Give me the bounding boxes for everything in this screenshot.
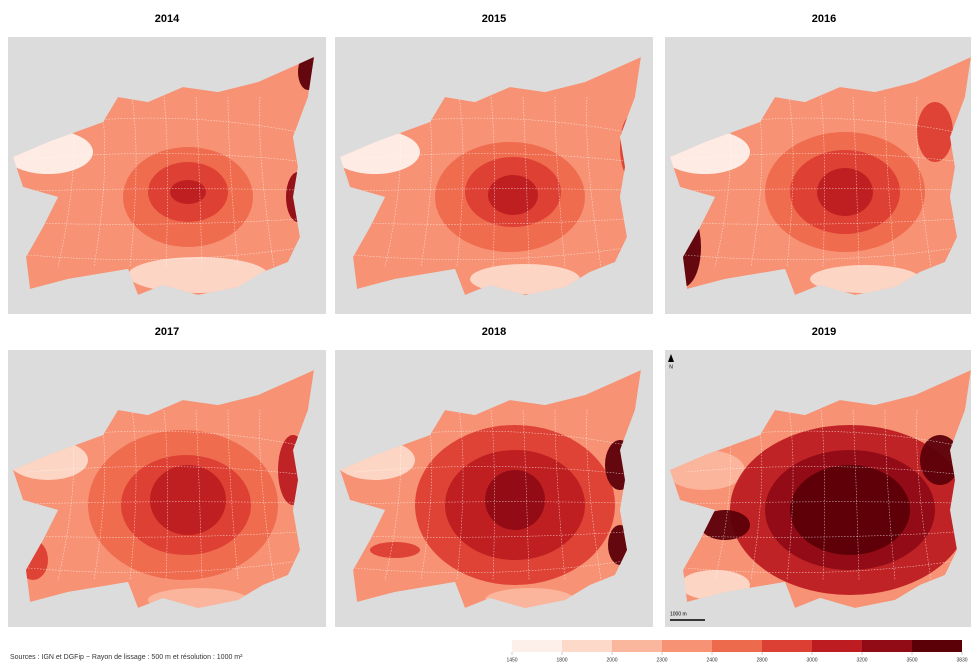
scale-label: 1000 m	[670, 611, 687, 617]
district-border	[227, 409, 239, 581]
district-border	[490, 96, 495, 268]
legend-label: 3830	[956, 657, 967, 663]
legend-label: 2400	[706, 657, 717, 663]
density-zone	[810, 265, 920, 293]
legend-label: 2800	[756, 657, 767, 663]
panel-title: 2016	[812, 13, 836, 25]
district-border	[259, 409, 275, 581]
district-border	[259, 96, 275, 268]
map	[340, 370, 641, 608]
district-border	[129, 96, 137, 268]
district-border	[354, 117, 626, 133]
district-border	[490, 409, 495, 581]
north-label: N	[669, 364, 673, 370]
panel-title: 2015	[482, 13, 506, 25]
legend-swatch	[712, 640, 762, 652]
map	[670, 370, 971, 608]
district-border	[456, 409, 464, 581]
density-zone	[128, 257, 268, 293]
density-zone	[790, 465, 910, 555]
legend-swatch	[912, 640, 962, 652]
density-zone	[150, 465, 226, 535]
district-border	[586, 409, 602, 581]
density-zone	[485, 470, 545, 530]
panel-title: 2014	[155, 13, 180, 25]
district-border	[786, 409, 794, 581]
district-border	[916, 409, 932, 581]
district-border	[820, 96, 825, 268]
legend-swatch	[512, 640, 562, 652]
district-border	[820, 409, 825, 581]
district-border	[27, 430, 299, 446]
density-zone	[488, 175, 538, 215]
density-zone	[470, 264, 580, 294]
district-border	[227, 96, 239, 268]
legend-swatch	[612, 640, 662, 652]
district-border	[522, 96, 530, 268]
map	[670, 57, 971, 295]
district-border	[884, 96, 896, 268]
district-border	[129, 409, 137, 581]
legend-swatch	[662, 640, 712, 652]
legend-label: 3200	[856, 657, 867, 663]
density-zone	[920, 435, 960, 485]
density-zone	[170, 180, 206, 204]
panel-title: 2017	[155, 326, 179, 338]
district-border	[684, 430, 956, 446]
district-border	[27, 117, 299, 133]
panel-title: 2018	[482, 326, 506, 338]
legend-label: 1450	[506, 657, 517, 663]
density-zone	[700, 510, 750, 540]
legend-swatch	[812, 640, 862, 652]
district-border	[786, 96, 794, 268]
map	[340, 57, 641, 295]
district-border	[852, 409, 860, 581]
legend-label: 2000	[606, 657, 617, 663]
legend-label: 3500	[906, 657, 917, 663]
source-note: Sources : IGN et DGFip − Rayon de lissag…	[10, 654, 243, 661]
legend-swatch	[562, 640, 612, 652]
district-border	[852, 96, 860, 268]
legend-label: 2300	[656, 657, 667, 663]
legend-swatch	[762, 640, 812, 652]
district-border	[684, 117, 956, 133]
district-border	[522, 409, 530, 581]
legend-label: 3000	[806, 657, 817, 663]
district-border	[554, 409, 566, 581]
legend-label: 1800	[556, 657, 567, 663]
district-border	[586, 96, 602, 268]
district-border	[354, 430, 626, 446]
district-border	[195, 409, 203, 581]
panel-title: 2019	[812, 326, 836, 338]
density-zone	[370, 542, 420, 558]
district-border	[163, 96, 168, 268]
district-border	[916, 96, 932, 268]
density-zone	[817, 168, 873, 216]
district-border	[884, 409, 896, 581]
district-border	[554, 96, 566, 268]
map	[13, 57, 314, 295]
density-zone	[917, 102, 953, 162]
district-border	[195, 96, 203, 268]
district-border	[456, 96, 464, 268]
north-arrow	[668, 354, 674, 362]
district-border	[163, 409, 168, 581]
legend-swatch	[862, 640, 912, 652]
